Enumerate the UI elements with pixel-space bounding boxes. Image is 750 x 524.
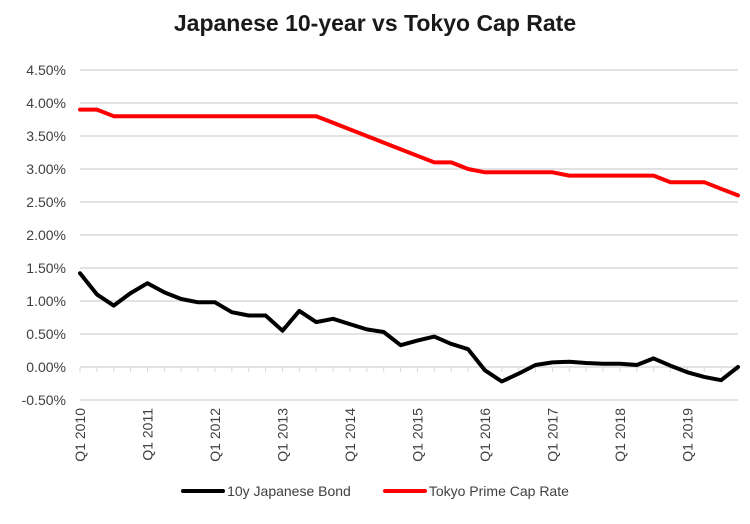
x-tick-label: Q1 2019 <box>679 408 695 462</box>
chart-title: Japanese 10-year vs Tokyo Cap Rate <box>173 10 577 36</box>
y-tick-label: 2.50% <box>26 194 66 210</box>
x-tick-label: Q1 2013 <box>274 408 290 462</box>
series-line-bond <box>78 271 740 384</box>
y-tick-label: 4.50% <box>26 62 66 78</box>
x-tick-label: Q1 2017 <box>544 408 560 462</box>
x-tick-label: Q1 2010 <box>72 408 88 462</box>
legend-swatch-cap-rate <box>382 489 427 493</box>
gridlines <box>80 69 738 401</box>
x-tick-label: Q1 2018 <box>612 408 628 462</box>
x-tick-label: Q1 2011 <box>139 408 155 461</box>
x-tick-label: Q1 2015 <box>409 408 425 462</box>
y-tick-label: 4.00% <box>26 95 66 111</box>
legend-label-cap-rate: Tokyo Prime Cap Rate <box>428 483 569 499</box>
y-tick-label: 1.00% <box>26 293 66 309</box>
series-lines <box>78 107 740 384</box>
x-tick-label: Q1 2014 <box>342 408 358 462</box>
x-axis-ticks: Q1 2010 Q1 2011 Q1 2012 Q1 2013 Q1 2014 Q1 20… <box>72 367 739 462</box>
legend-item-bond: 10y Japanese Bond <box>181 483 351 499</box>
legend-item-cap-rate: Tokyo Prime Cap Rate <box>382 483 569 499</box>
series-line-cap-rate <box>78 107 740 198</box>
plot-area: 4.50% 4.00% 3.50% 3.00% 2.50% 2.00% 1.50% 1.00%… <box>22 62 740 462</box>
x-tick-label: Q1 2016 <box>477 408 493 462</box>
y-tick-label: 1.50% <box>26 260 66 276</box>
legend: 10y Japanese Bond Tokyo Prime Cap Rate <box>0 483 750 499</box>
y-tick-label: 0.50% <box>26 326 66 342</box>
y-tick-label: 3.00% <box>26 161 66 177</box>
y-tick-label: -0.50% <box>22 392 66 408</box>
y-tick-label: 0.00% <box>26 359 66 375</box>
y-tick-label: 3.50% <box>26 128 66 144</box>
legend-swatch-bond <box>181 489 226 493</box>
legend-label-bond: 10y Japanese Bond <box>227 483 351 499</box>
y-axis-ticks: 4.50% 4.00% 3.50% 3.00% 2.50% 2.00% 1.50% 1.00%… <box>22 62 66 408</box>
x-tick-label: Q1 2012 <box>207 408 223 462</box>
y-tick-label: 2.00% <box>26 227 66 243</box>
